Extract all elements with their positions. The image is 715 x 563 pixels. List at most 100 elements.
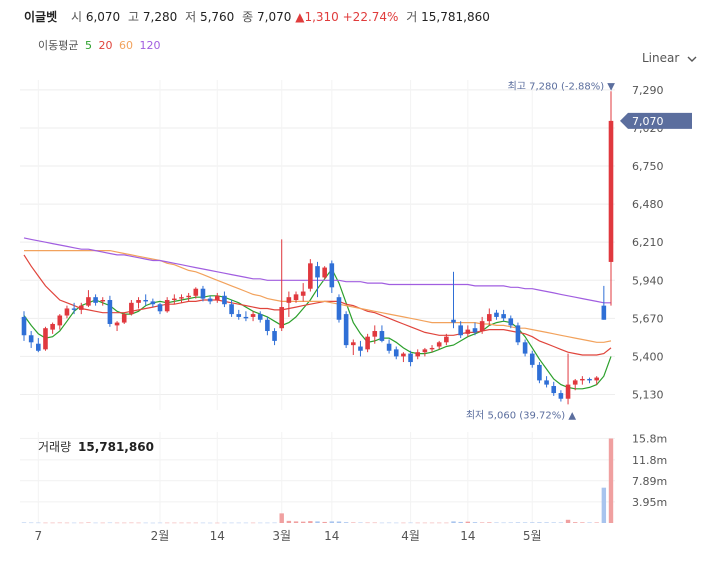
- candle-body: [451, 319, 456, 323]
- close-label: 종: [242, 10, 254, 24]
- volume-bar: [401, 522, 406, 524]
- open-label: 시: [70, 10, 82, 24]
- price-tick-label: 6,210: [632, 236, 664, 249]
- candle-body: [501, 314, 506, 319]
- ma-20-line: [23, 254, 612, 356]
- high-label: 고: [128, 10, 140, 24]
- volume-bar: [537, 522, 542, 523]
- candle-body: [257, 314, 263, 320]
- candle-body: [207, 298, 213, 302]
- volume-bar: [522, 522, 528, 523]
- candle-body: [272, 331, 277, 341]
- candle-body: [50, 323, 55, 330]
- volume-bar: [494, 522, 499, 524]
- candle-body: [86, 297, 91, 306]
- price-tick-label: 5,670: [632, 312, 664, 325]
- candle-body: [36, 343, 41, 351]
- volume-bar: [429, 522, 435, 524]
- ma-20-label[interactable]: 20: [98, 39, 113, 52]
- candle-body: [250, 314, 256, 317]
- volume-bar: [601, 487, 607, 523]
- candle-body: [580, 378, 585, 381]
- volume-bar: [479, 522, 485, 523]
- volume-bar: [465, 521, 471, 523]
- price-grid: [20, 80, 615, 410]
- candle-body: [558, 393, 564, 399]
- candle-body: [551, 386, 557, 394]
- volume-bar: [186, 522, 191, 524]
- volume-bar: [28, 522, 34, 524]
- candle-body: [214, 295, 220, 300]
- volume-bar: [315, 521, 320, 523]
- volume-bar: [100, 522, 105, 524]
- date-tick-label: 7: [34, 529, 42, 543]
- candle-body: [71, 308, 77, 310]
- candle-body: [515, 325, 521, 343]
- volume-bar: [250, 522, 256, 524]
- volume-bar: [329, 521, 335, 523]
- candle-body: [472, 328, 478, 333]
- price-tick-label: 6,750: [632, 160, 664, 173]
- candle-body: [601, 305, 607, 320]
- candle-body: [107, 300, 113, 324]
- volume-bar: [136, 522, 141, 524]
- low-value: 5,760: [199, 10, 235, 24]
- volume-bar: [365, 522, 370, 524]
- close-value: 7,070: [257, 10, 292, 24]
- volume-tick-label: 15.8m: [632, 432, 667, 445]
- volume-bar: [57, 522, 62, 524]
- candle-body: [179, 297, 184, 299]
- candle-body: [608, 120, 614, 262]
- candle-body: [350, 342, 356, 346]
- candle-body: [93, 297, 98, 303]
- volume-bar: [200, 522, 206, 524]
- candle-body: [57, 315, 63, 326]
- volume-bar: [608, 438, 614, 523]
- candle-body: [28, 335, 34, 343]
- price-tick-label: 5,130: [632, 388, 664, 401]
- volume-bar: [444, 522, 449, 524]
- volume-bar: [150, 522, 156, 524]
- volume-bar: [71, 522, 77, 524]
- scale-selector-label: Linear: [642, 51, 680, 65]
- volume-bar: [114, 522, 120, 524]
- volume-bar: [193, 522, 199, 524]
- volume-bar: [207, 522, 213, 524]
- ma-5-label[interactable]: 5: [84, 39, 92, 52]
- volume-bar: [451, 521, 456, 523]
- volume-bar: [229, 522, 234, 524]
- candle-body: [343, 314, 349, 346]
- volume-bar: [422, 522, 428, 524]
- volume-bar: [551, 522, 556, 523]
- volume-bar: [129, 522, 134, 524]
- open-value: 6,070: [85, 10, 121, 24]
- volume-bar: [308, 521, 313, 523]
- candle-body: [587, 378, 592, 381]
- volume-bar: [172, 522, 177, 524]
- volume-bar: [415, 522, 420, 524]
- ma-120-label[interactable]: 120: [139, 39, 161, 52]
- scale-selector[interactable]: Linear: [642, 51, 697, 65]
- volume-bar: [343, 522, 349, 523]
- candle-body: [222, 295, 227, 305]
- candle-body: [415, 352, 421, 357]
- candle-body: [172, 298, 177, 300]
- volume-bar: [93, 522, 98, 524]
- volume-bar: [21, 522, 27, 524]
- candle-body: [429, 347, 435, 350]
- ma-60-label[interactable]: 60: [118, 39, 133, 52]
- candle-body: [508, 318, 514, 326]
- volume-bar: [358, 522, 363, 524]
- volume-bar: [587, 522, 592, 523]
- price-tick-label: 7,290: [632, 84, 664, 97]
- volume-bar: [179, 522, 184, 524]
- price-axis: 7,2907,0206,7506,4806,2105,9405,6705,400…: [632, 84, 664, 402]
- candle-body: [193, 288, 199, 296]
- volume-tick-label: 7.89m: [632, 475, 667, 488]
- volume-bar: [573, 522, 578, 523]
- candles: [21, 91, 614, 405]
- candle-body: [21, 316, 27, 336]
- volume-bar: [43, 522, 48, 524]
- date-tick-label: 14: [460, 529, 475, 543]
